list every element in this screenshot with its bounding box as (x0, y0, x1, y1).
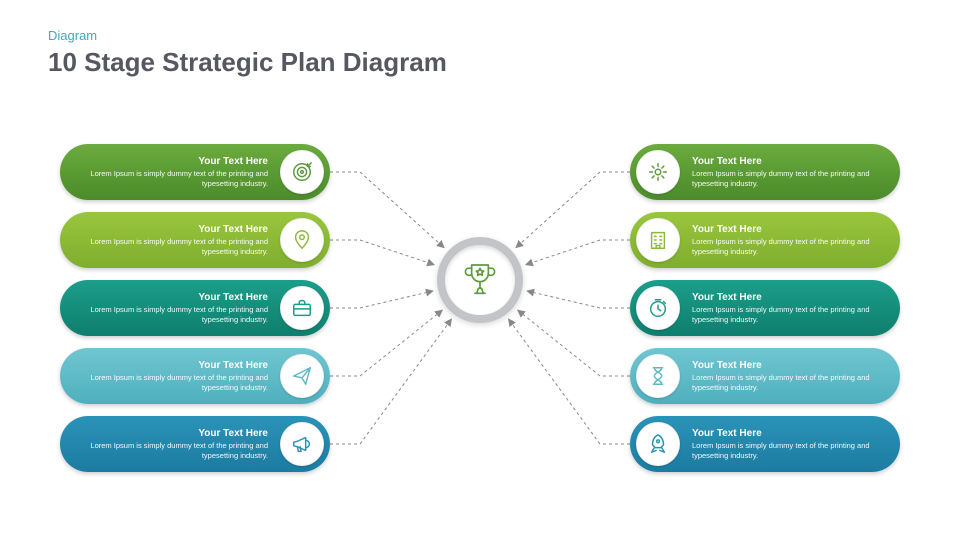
building-icon (636, 218, 680, 262)
stage-pill: Your Text Here Lorem Ipsum is simply dumm… (630, 416, 900, 472)
pill-body: Lorem Ipsum is simply dummy text of the … (692, 305, 888, 325)
pill-text: Your Text Here Lorem Ipsum is simply dumm… (60, 224, 280, 257)
pill-body: Lorem Ipsum is simply dummy text of the … (692, 237, 888, 257)
pill-title: Your Text Here (692, 360, 888, 371)
pill-text: Your Text Here Lorem Ipsum is simply dumm… (680, 292, 900, 325)
stage-pill: Your Text Here Lorem Ipsum is simply dumm… (60, 348, 330, 404)
center-trophy (437, 237, 523, 323)
pill-text: Your Text Here Lorem Ipsum is simply dumm… (60, 292, 280, 325)
pill-body: Lorem Ipsum is simply dummy text of the … (72, 237, 268, 257)
diagram: Your Text Here Lorem Ipsum is simply dumm… (0, 120, 960, 520)
stage-pill: Your Text Here Lorem Ipsum is simply dumm… (60, 144, 330, 200)
pill-title: Your Text Here (72, 428, 268, 439)
pill-text: Your Text Here Lorem Ipsum is simply dumm… (680, 224, 900, 257)
stage-pill: Your Text Here Lorem Ipsum is simply dumm… (630, 280, 900, 336)
megaphone-icon (280, 422, 324, 466)
pill-body: Lorem Ipsum is simply dummy text of the … (72, 169, 268, 189)
pill-title: Your Text Here (72, 292, 268, 303)
pill-title: Your Text Here (692, 292, 888, 303)
rocket-icon (636, 422, 680, 466)
pill-text: Your Text Here Lorem Ipsum is simply dumm… (680, 428, 900, 461)
pill-body: Lorem Ipsum is simply dummy text of the … (692, 169, 888, 189)
briefcase-icon (280, 286, 324, 330)
pill-body: Lorem Ipsum is simply dummy text of the … (692, 373, 888, 393)
page-title: 10 Stage Strategic Plan Diagram (48, 47, 447, 78)
pill-title: Your Text Here (692, 224, 888, 235)
clock-icon (636, 286, 680, 330)
eyebrow: Diagram (48, 28, 447, 43)
pill-body: Lorem Ipsum is simply dummy text of the … (692, 441, 888, 461)
trophy-icon (460, 260, 500, 300)
stage-pill: Your Text Here Lorem Ipsum is simply dumm… (60, 416, 330, 472)
stage-pill: Your Text Here Lorem Ipsum is simply dumm… (630, 348, 900, 404)
pill-title: Your Text Here (72, 156, 268, 167)
pill-text: Your Text Here Lorem Ipsum is simply dumm… (680, 360, 900, 393)
pill-text: Your Text Here Lorem Ipsum is simply dumm… (60, 156, 280, 189)
pin-icon (280, 218, 324, 262)
stage-pill: Your Text Here Lorem Ipsum is simply dumm… (60, 212, 330, 268)
stage-pill: Your Text Here Lorem Ipsum is simply dumm… (60, 280, 330, 336)
pill-title: Your Text Here (692, 428, 888, 439)
pill-title: Your Text Here (692, 156, 888, 167)
pill-text: Your Text Here Lorem Ipsum is simply dumm… (60, 360, 280, 393)
hourglass-icon (636, 354, 680, 398)
stage-pill: Your Text Here Lorem Ipsum is simply dumm… (630, 212, 900, 268)
pill-body: Lorem Ipsum is simply dummy text of the … (72, 305, 268, 325)
pill-text: Your Text Here Lorem Ipsum is simply dumm… (60, 428, 280, 461)
gear-icon (636, 150, 680, 194)
target-icon (280, 150, 324, 194)
header: Diagram 10 Stage Strategic Plan Diagram (48, 28, 447, 78)
pill-title: Your Text Here (72, 360, 268, 371)
pill-title: Your Text Here (72, 224, 268, 235)
stage-pill: Your Text Here Lorem Ipsum is simply dumm… (630, 144, 900, 200)
pill-text: Your Text Here Lorem Ipsum is simply dumm… (680, 156, 900, 189)
pill-body: Lorem Ipsum is simply dummy text of the … (72, 373, 268, 393)
paperplane-icon (280, 354, 324, 398)
pill-body: Lorem Ipsum is simply dummy text of the … (72, 441, 268, 461)
